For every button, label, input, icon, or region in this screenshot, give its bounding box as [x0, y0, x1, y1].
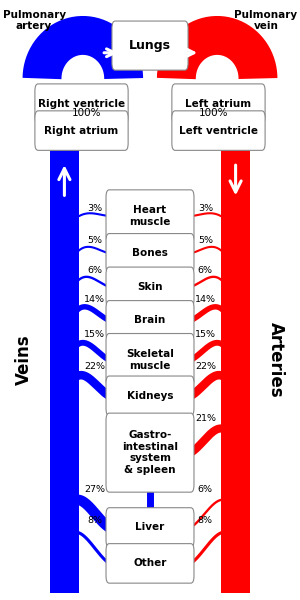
- Text: 21%: 21%: [195, 414, 216, 423]
- FancyBboxPatch shape: [106, 301, 194, 340]
- Text: Arteries: Arteries: [267, 322, 285, 398]
- Text: Veins: Veins: [15, 335, 33, 385]
- Text: Brain: Brain: [134, 316, 166, 325]
- Text: Left atrium: Left atrium: [185, 98, 251, 109]
- Text: Pulmonary
vein: Pulmonary vein: [234, 10, 298, 31]
- Text: Gastro-
intestinal
system
& spleen: Gastro- intestinal system & spleen: [122, 430, 178, 475]
- Text: 6%: 6%: [198, 266, 213, 275]
- Text: 8%: 8%: [198, 517, 213, 526]
- Text: Bones: Bones: [132, 248, 168, 259]
- Polygon shape: [50, 94, 79, 593]
- Text: 6%: 6%: [87, 266, 102, 275]
- FancyBboxPatch shape: [172, 111, 265, 151]
- Text: Lungs: Lungs: [129, 39, 171, 52]
- Text: 3%: 3%: [198, 203, 213, 212]
- Text: Other: Other: [133, 559, 167, 568]
- Text: 27%: 27%: [84, 485, 105, 494]
- FancyBboxPatch shape: [172, 84, 265, 124]
- Text: Right ventricle: Right ventricle: [38, 98, 125, 109]
- Text: 15%: 15%: [84, 330, 105, 339]
- FancyBboxPatch shape: [106, 190, 194, 242]
- Text: 100%: 100%: [72, 108, 101, 118]
- Text: Pulmonary
artery: Pulmonary artery: [2, 10, 66, 31]
- FancyBboxPatch shape: [106, 233, 194, 273]
- Text: Right atrium: Right atrium: [44, 125, 118, 136]
- Text: 14%: 14%: [195, 295, 216, 304]
- FancyBboxPatch shape: [35, 111, 128, 151]
- Text: 22%: 22%: [195, 362, 216, 371]
- Text: 8%: 8%: [87, 517, 102, 526]
- Text: 5%: 5%: [198, 236, 213, 245]
- FancyBboxPatch shape: [106, 376, 194, 416]
- FancyBboxPatch shape: [35, 84, 128, 124]
- Text: 5%: 5%: [87, 236, 102, 245]
- Text: 14%: 14%: [84, 295, 105, 304]
- Text: 15%: 15%: [195, 330, 216, 339]
- Text: 100%: 100%: [199, 108, 228, 118]
- Text: Liver: Liver: [135, 523, 165, 532]
- FancyBboxPatch shape: [112, 21, 188, 70]
- FancyBboxPatch shape: [106, 508, 194, 547]
- Text: 6%: 6%: [198, 485, 213, 494]
- Text: Kidneys: Kidneys: [127, 391, 173, 401]
- Text: Skeletal
muscle: Skeletal muscle: [126, 349, 174, 371]
- FancyBboxPatch shape: [106, 267, 194, 307]
- Polygon shape: [221, 94, 250, 593]
- Text: Skin: Skin: [137, 282, 163, 292]
- Text: 22%: 22%: [84, 362, 105, 371]
- Text: Heart
muscle: Heart muscle: [129, 205, 171, 227]
- Text: 3%: 3%: [87, 203, 102, 212]
- Text: Left ventricle: Left ventricle: [179, 125, 258, 136]
- FancyBboxPatch shape: [106, 544, 194, 583]
- FancyBboxPatch shape: [106, 334, 194, 386]
- FancyBboxPatch shape: [106, 413, 194, 492]
